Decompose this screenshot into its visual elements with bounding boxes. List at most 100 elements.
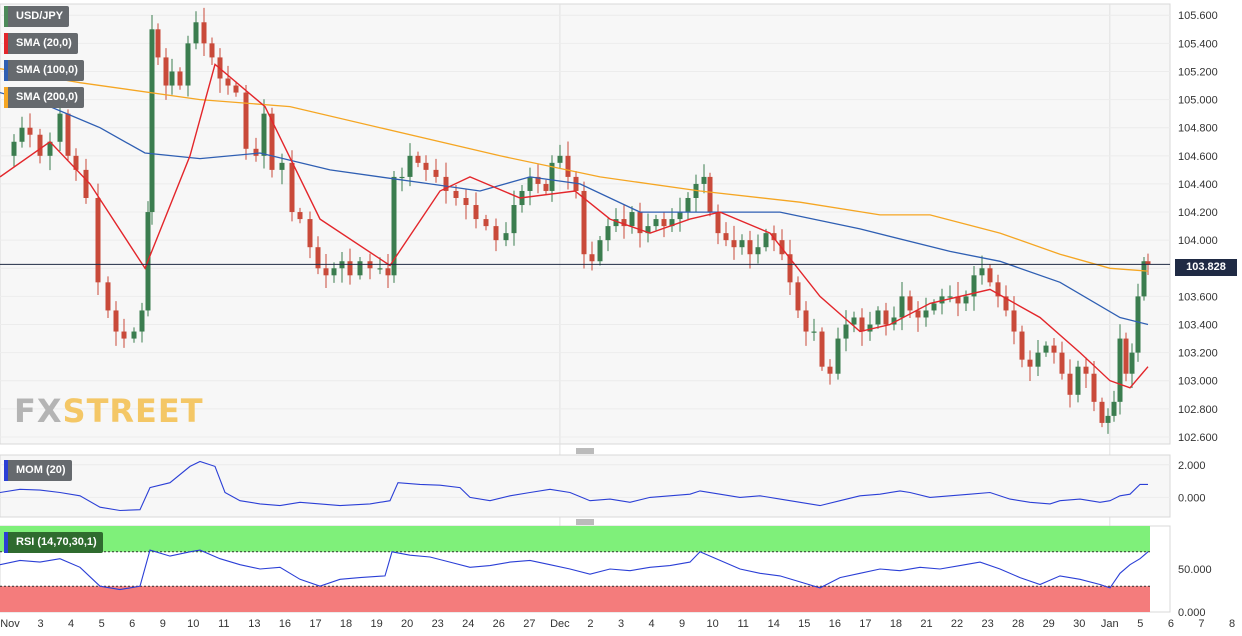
mom-tick-label: 2.000	[1178, 460, 1206, 472]
candle-body	[279, 162, 285, 170]
candle-body	[169, 71, 175, 86]
candle-body	[201, 22, 207, 44]
candle-body	[185, 43, 191, 86]
candle-body	[731, 240, 737, 248]
candle-body	[1145, 261, 1151, 265]
candle-body	[677, 212, 683, 220]
legend-sma20-label: SMA (20,0)	[16, 37, 72, 49]
candle-body	[875, 310, 881, 325]
legend-sma20: SMA (20,0)	[4, 33, 78, 54]
candle-body	[955, 296, 961, 304]
candle-body	[581, 190, 587, 255]
x-tick-label: 9	[160, 618, 166, 630]
candle-body	[771, 233, 777, 241]
x-tick-label: 3	[37, 618, 43, 630]
candle-body	[261, 113, 267, 156]
x-tick-label: 21	[920, 618, 932, 630]
candle-body	[661, 219, 667, 227]
x-tick-label: 24	[462, 618, 474, 630]
y-tick-label: 103.400	[1178, 320, 1218, 332]
y-tick-label: 104.400	[1178, 179, 1218, 191]
candle-body	[621, 219, 627, 227]
candle-body	[1043, 345, 1049, 353]
candle-body	[163, 57, 169, 86]
x-tick-label: 8	[1229, 618, 1235, 630]
candle-body	[637, 212, 643, 234]
candle-body	[605, 226, 611, 241]
y-tick-label: 104.600	[1178, 151, 1218, 163]
mom-tick-label: 0.000	[1178, 492, 1206, 504]
x-tick-label: 4	[648, 618, 654, 630]
x-tick-label: 5	[99, 618, 105, 630]
sma100-line	[0, 91, 1149, 326]
candle-body	[549, 162, 555, 191]
y-tick-label: 103.200	[1178, 348, 1218, 360]
candle-body	[289, 162, 295, 213]
candle-body	[233, 85, 239, 93]
candle-body	[543, 183, 549, 191]
candle-body	[391, 176, 397, 276]
x-tick-label: 20	[401, 618, 413, 630]
candle-body	[915, 310, 921, 318]
legend-rsi: RSI (14,70,30,1)	[4, 532, 103, 553]
candle-body	[669, 219, 675, 227]
candle-body	[1075, 366, 1081, 395]
candle-body	[399, 176, 405, 179]
candle-body	[715, 212, 721, 234]
rsi-overbought-zone	[0, 526, 1150, 552]
candle-body	[453, 190, 459, 198]
candle-body	[1099, 401, 1105, 423]
candle-body	[307, 219, 313, 248]
candle-body	[131, 331, 137, 339]
x-tick-label: 5	[1137, 618, 1143, 630]
legend-sma100-label: SMA (100,0)	[16, 64, 78, 76]
candle-body	[867, 324, 873, 332]
candle-body	[739, 240, 745, 248]
candle-body	[947, 296, 953, 298]
x-tick-label: 23	[981, 618, 993, 630]
candle-body	[907, 296, 913, 311]
candle-body	[565, 155, 571, 177]
candle-body	[851, 317, 857, 325]
candle-body	[493, 226, 499, 241]
candle-body	[323, 268, 329, 276]
candle-body	[589, 254, 595, 262]
candle-body	[1117, 338, 1123, 402]
x-tick-label: 11	[737, 618, 748, 630]
y-tick-label: 102.800	[1178, 404, 1218, 416]
x-tick-label: 2	[587, 618, 593, 630]
rsi-line	[0, 549, 1149, 591]
candle-body	[121, 331, 127, 339]
x-tick-label: Jan	[1101, 618, 1119, 630]
y-tick-label: 103.000	[1178, 376, 1218, 388]
legend-sma200: SMA (200,0)	[4, 87, 84, 108]
mom-panel-bg	[0, 454, 1171, 518]
x-tick-label: 10	[707, 618, 719, 630]
candle-body	[1123, 338, 1129, 374]
x-tick-label: 9	[679, 618, 685, 630]
x-tick-label: 29	[1043, 618, 1055, 630]
x-tick-label: 10	[187, 618, 199, 630]
candle-body	[73, 155, 79, 170]
candle-body	[113, 310, 119, 332]
candle-body	[149, 29, 155, 213]
candle-body	[899, 296, 905, 318]
candle-body	[835, 338, 841, 374]
candle-body	[987, 268, 993, 283]
candle-body	[511, 205, 517, 234]
candle-body	[723, 233, 729, 241]
candle-body	[1129, 352, 1135, 374]
y-tick-label: 102.600	[1178, 432, 1218, 444]
x-tick-label: 11	[218, 618, 229, 630]
candle-body	[463, 197, 469, 206]
candle-body	[243, 92, 249, 149]
candle-body	[923, 310, 929, 318]
sma200-line	[0, 68, 1149, 272]
candle-body	[1027, 359, 1033, 367]
candle-body	[613, 219, 619, 227]
y-tick-label: 105.200	[1178, 66, 1218, 78]
candle-body	[535, 176, 541, 184]
legend-sma100: SMA (100,0)	[4, 60, 84, 81]
candle-body	[269, 113, 275, 170]
